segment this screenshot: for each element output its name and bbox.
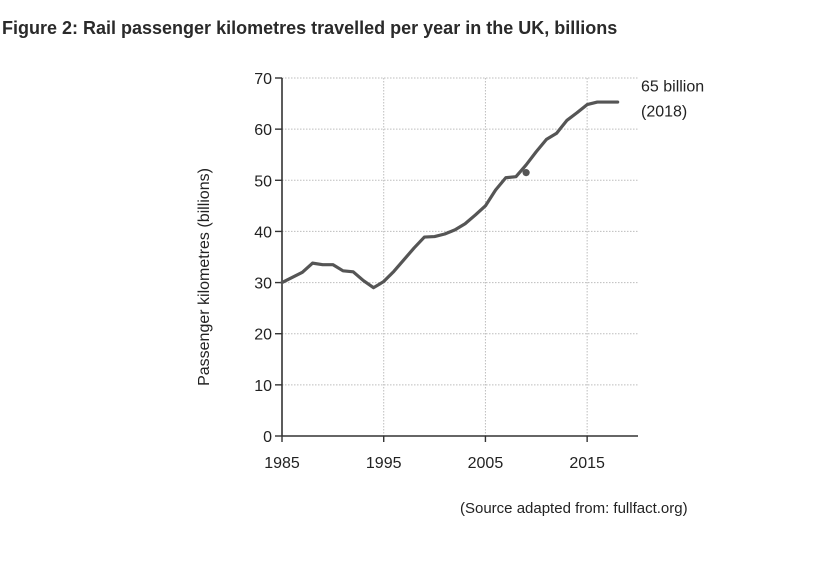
data-point-2016	[596, 100, 599, 103]
data-point-1991	[341, 269, 344, 272]
annotation-line-0: 65 billion	[641, 79, 704, 96]
data-point-2009	[525, 163, 528, 166]
data-point-2008	[514, 175, 517, 178]
data-point-1987	[301, 271, 304, 274]
data-point-2002	[453, 228, 456, 231]
highlight-point	[522, 169, 530, 177]
data-point-1997	[402, 258, 405, 261]
data-point-2001	[443, 232, 446, 235]
source-note: (Source adapted from: fullfact.org)	[460, 500, 688, 517]
annotation-line-1: (2018)	[641, 104, 687, 121]
y-tick-label-30: 30	[254, 276, 272, 293]
gridlines	[282, 77, 638, 436]
data-point-2011	[545, 138, 548, 141]
data-point-2007	[504, 176, 507, 179]
data-point-2006	[494, 188, 497, 191]
data-point-1999	[423, 235, 426, 238]
data-point-2000	[433, 235, 436, 238]
data-point-1996	[392, 270, 395, 273]
data-point-1985	[280, 281, 283, 284]
data-point-2015	[586, 103, 589, 106]
y-tick-label-0: 0	[263, 429, 272, 446]
data-point-2013	[565, 119, 568, 122]
axes	[275, 77, 638, 442]
data-point-2005	[484, 204, 487, 207]
x-tick-label-1985: 1985	[264, 455, 300, 472]
data-point-1990	[331, 263, 334, 266]
series-line-0	[280, 100, 620, 290]
figure-title: Figure 2: Rail passenger kilometres trav…	[2, 18, 618, 38]
data-point-2003	[463, 222, 466, 225]
data-point-2018	[616, 100, 619, 103]
tick-labels: 0 10 20 30 40 50 60 70 1985 1995 2005 2015 Passenger…	[196, 71, 605, 472]
y-tick-label-60: 60	[254, 122, 272, 139]
x-tick-label-2005: 2005	[468, 455, 504, 472]
data-point-2014	[575, 111, 578, 114]
data-point-2017	[606, 100, 609, 103]
data-point-2004	[474, 213, 477, 216]
data-point-1992	[352, 270, 355, 273]
y-tick-label-50: 50	[254, 173, 272, 190]
x-tick-label-2015: 2015	[569, 455, 605, 472]
y-tick-label-20: 20	[254, 327, 272, 344]
y-axis-title: Passenger kilometres (billions)	[196, 168, 213, 386]
data-point-1993	[362, 279, 365, 282]
y-tick-label-40: 40	[254, 224, 272, 241]
data-point-1995	[382, 280, 385, 283]
y-tick-label-10: 10	[254, 378, 272, 395]
data-point-2010	[535, 150, 538, 153]
x-tick-label-1995: 1995	[366, 455, 402, 472]
data-point-1994	[372, 286, 375, 289]
data-point-1989	[321, 263, 324, 266]
series	[280, 100, 620, 290]
annotations: 65 billion (2018)	[641, 79, 704, 121]
data-point-1988	[311, 262, 314, 265]
data-point-1998	[413, 246, 416, 249]
data-point-2012	[555, 132, 558, 135]
data-point-1986	[291, 276, 294, 279]
y-tick-label-70: 70	[254, 71, 272, 88]
